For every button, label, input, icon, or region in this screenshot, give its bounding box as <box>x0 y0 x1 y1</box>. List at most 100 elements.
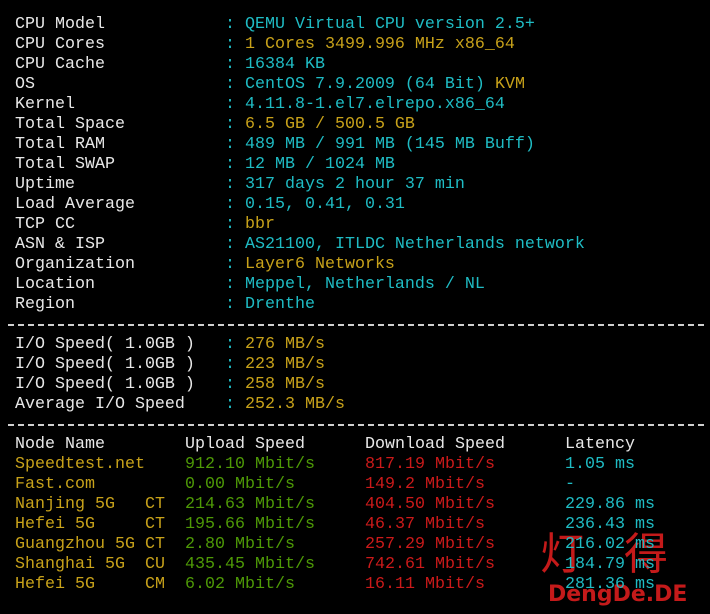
node-isp: CT <box>145 535 165 554</box>
table-header: Download Speed <box>365 435 505 454</box>
info-label: Region <box>15 295 75 314</box>
io-label: I/O Speed( 1.0GB ) <box>15 335 195 354</box>
upload-speed: 214.63 Mbit/s <box>185 495 315 514</box>
node-isp: CM <box>145 575 165 594</box>
info-label: CPU Cores <box>15 35 105 54</box>
upload-speed: 6.02 Mbit/s <box>185 575 295 594</box>
download-speed: 742.61 Mbit/s <box>365 555 495 574</box>
node-name: Hefei 5G <box>15 515 95 534</box>
upload-speed: 195.66 Mbit/s <box>185 515 315 534</box>
latency: 236.43 ms <box>565 515 655 534</box>
download-speed: 16.11 Mbit/s <box>365 575 485 594</box>
separator: : <box>225 75 235 94</box>
separator: : <box>225 275 235 294</box>
separator: : <box>225 35 235 54</box>
info-label: Total SWAP <box>15 155 115 174</box>
latency: 216.02 ms <box>565 535 655 554</box>
info-label: Total RAM <box>15 135 105 154</box>
watermark-logo: 灯得 <box>540 529 708 580</box>
io-value: 276 MB/s <box>245 335 325 354</box>
info-value: 489 MB / 991 MB (145 MB Buff) <box>245 135 535 154</box>
info-value: 4.11.8-1.el7.elrepo.x86_64 <box>245 95 505 114</box>
io-value: 258 MB/s <box>245 375 325 394</box>
separator: : <box>225 175 235 194</box>
separator: : <box>225 295 235 314</box>
divider <box>8 424 704 426</box>
node-isp: CT <box>145 495 165 514</box>
latency: 229.86 ms <box>565 495 655 514</box>
info-value: QEMU Virtual CPU version 2.5+ <box>245 15 535 34</box>
info-label: ASN & ISP <box>15 235 105 254</box>
download-speed: 257.29 Mbit/s <box>365 535 495 554</box>
node-name: Nanjing 5G <box>15 495 115 514</box>
separator: : <box>225 255 235 274</box>
node-isp: CT <box>145 515 165 534</box>
upload-speed: 435.45 Mbit/s <box>185 555 315 574</box>
table-header: Latency <box>565 435 635 454</box>
download-speed: 46.37 Mbit/s <box>365 515 485 534</box>
io-value: 223 MB/s <box>245 355 325 374</box>
separator: : <box>225 95 235 114</box>
separator: : <box>225 395 235 414</box>
separator: : <box>225 115 235 134</box>
info-value: Meppel, Netherlands / NL <box>245 275 485 294</box>
io-value: 252.3 MB/s <box>245 395 345 414</box>
separator: : <box>225 235 235 254</box>
download-speed: 817.19 Mbit/s <box>365 455 495 474</box>
separator: : <box>225 355 235 374</box>
upload-speed: 0.00 Mbit/s <box>185 475 295 494</box>
info-value: 12 MB / 1024 MB <box>245 155 395 174</box>
info-label: Location <box>15 275 95 294</box>
separator: : <box>225 135 235 154</box>
info-value: 317 days 2 hour 37 min <box>245 175 465 194</box>
info-value: 6.5 GB / 500.5 GB <box>245 115 415 134</box>
separator: : <box>225 55 235 74</box>
separator: : <box>225 15 235 34</box>
io-label: I/O Speed( 1.0GB ) <box>15 375 195 394</box>
info-extra: KVM <box>495 75 525 94</box>
download-speed: 149.2 Mbit/s <box>365 475 485 494</box>
node-name: Fast.com <box>15 475 95 494</box>
upload-speed: 912.10 Mbit/s <box>185 455 315 474</box>
info-value: CentOS 7.9.2009 (64 Bit) <box>245 75 485 94</box>
info-label: Load Average <box>15 195 135 214</box>
node-name: Guangzhou 5G <box>15 535 135 554</box>
info-label: Total Space <box>15 115 125 134</box>
info-value: AS21100, ITLDC Netherlands network <box>245 235 585 254</box>
watermark-site: DengDe.DE <box>548 582 688 607</box>
info-label: Uptime <box>15 175 75 194</box>
info-value: 16384 KB <box>245 55 325 74</box>
info-value: 0.15, 0.41, 0.31 <box>245 195 405 214</box>
node-isp: CU <box>145 555 165 574</box>
latency: 281.36 ms <box>565 575 655 594</box>
info-label: Kernel <box>15 95 75 114</box>
latency: 184.79 ms <box>565 555 655 574</box>
divider <box>8 324 704 326</box>
node-name: Hefei 5G <box>15 575 95 594</box>
info-label: CPU Model <box>15 15 105 34</box>
info-value: bbr <box>245 215 275 234</box>
separator: : <box>225 375 235 394</box>
separator: : <box>225 335 235 354</box>
info-label: TCP CC <box>15 215 75 234</box>
latency: 1.05 ms <box>565 455 635 474</box>
node-name: Speedtest.net <box>15 455 145 474</box>
info-label: CPU Cache <box>15 55 105 74</box>
info-value: Layer6 Networks <box>245 255 395 274</box>
io-label: I/O Speed( 1.0GB ) <box>15 355 195 374</box>
info-value: Drenthe <box>245 295 315 314</box>
info-label: Organization <box>15 255 135 274</box>
download-speed: 404.50 Mbit/s <box>365 495 495 514</box>
separator: : <box>225 195 235 214</box>
latency: - <box>565 475 575 494</box>
table-header: Node Name <box>15 435 105 454</box>
separator: : <box>225 215 235 234</box>
upload-speed: 2.80 Mbit/s <box>185 535 295 554</box>
separator: : <box>225 155 235 174</box>
info-label: OS <box>15 75 35 94</box>
info-value: 1 Cores 3499.996 MHz x86_64 <box>245 35 515 54</box>
io-label: Average I/O Speed <box>15 395 185 414</box>
table-header: Upload Speed <box>185 435 305 454</box>
node-name: Shanghai 5G <box>15 555 125 574</box>
